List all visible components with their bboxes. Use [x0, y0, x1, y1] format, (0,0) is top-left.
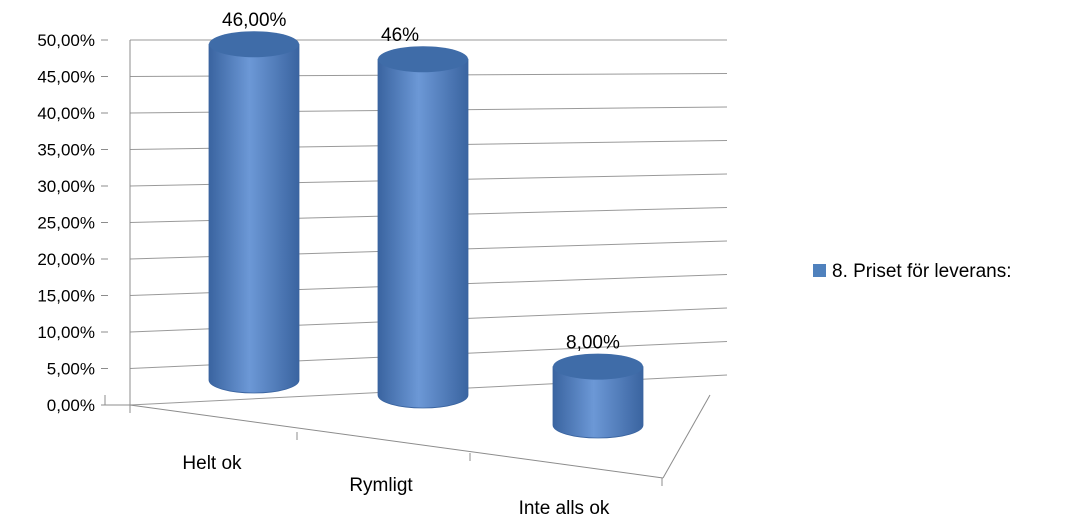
- category-label: Inte alls ok: [519, 498, 610, 519]
- legend: 8. Priset för leverans:: [813, 261, 1012, 282]
- data-label: 46%: [381, 25, 419, 46]
- y-tick-label: 5,00%: [47, 360, 95, 379]
- bar: [552, 353, 644, 439]
- category-labels: Helt ok Rymligt Inte alls ok: [182, 453, 609, 519]
- bars: [208, 31, 644, 439]
- floor-right: [662, 394, 711, 479]
- bar: [208, 31, 300, 394]
- y-tick-label: 25,00%: [37, 214, 95, 233]
- axes: [104, 40, 711, 486]
- bar-top: [209, 31, 299, 58]
- y-tick-label: 0,00%: [47, 396, 95, 415]
- y-tick-label: 20,00%: [37, 250, 95, 269]
- bar-body: [377, 58, 469, 409]
- data-labels: 46,00% 46% 8,00%: [222, 10, 620, 353]
- data-label: 46,00%: [222, 10, 287, 31]
- bar: [377, 46, 469, 409]
- y-tick-label: 10,00%: [37, 323, 95, 342]
- data-label: 8,00%: [566, 333, 620, 354]
- y-tick-label: 45,00%: [37, 68, 95, 87]
- bar-top: [553, 353, 643, 380]
- y-tick-label: 30,00%: [37, 177, 95, 196]
- legend-label: 8. Priset för leverans:: [832, 261, 1012, 282]
- y-tick-label: 15,00%: [37, 287, 95, 306]
- bar-body: [208, 43, 300, 394]
- y-axis-ticks: 0,00% 5,00% 10,00% 15,00% 20,00% 25,00% 30,00%…: [37, 31, 108, 415]
- category-label: Helt ok: [182, 453, 242, 474]
- legend-swatch: [813, 264, 826, 277]
- bar-body: [552, 366, 644, 439]
- bar-top: [378, 46, 468, 73]
- floor-front: [129, 404, 664, 479]
- y-tick-label: 35,00%: [37, 141, 95, 160]
- y-tick-label: 50,00%: [37, 31, 95, 50]
- category-label: Rymligt: [349, 475, 413, 496]
- y-tick-label: 40,00%: [37, 104, 95, 123]
